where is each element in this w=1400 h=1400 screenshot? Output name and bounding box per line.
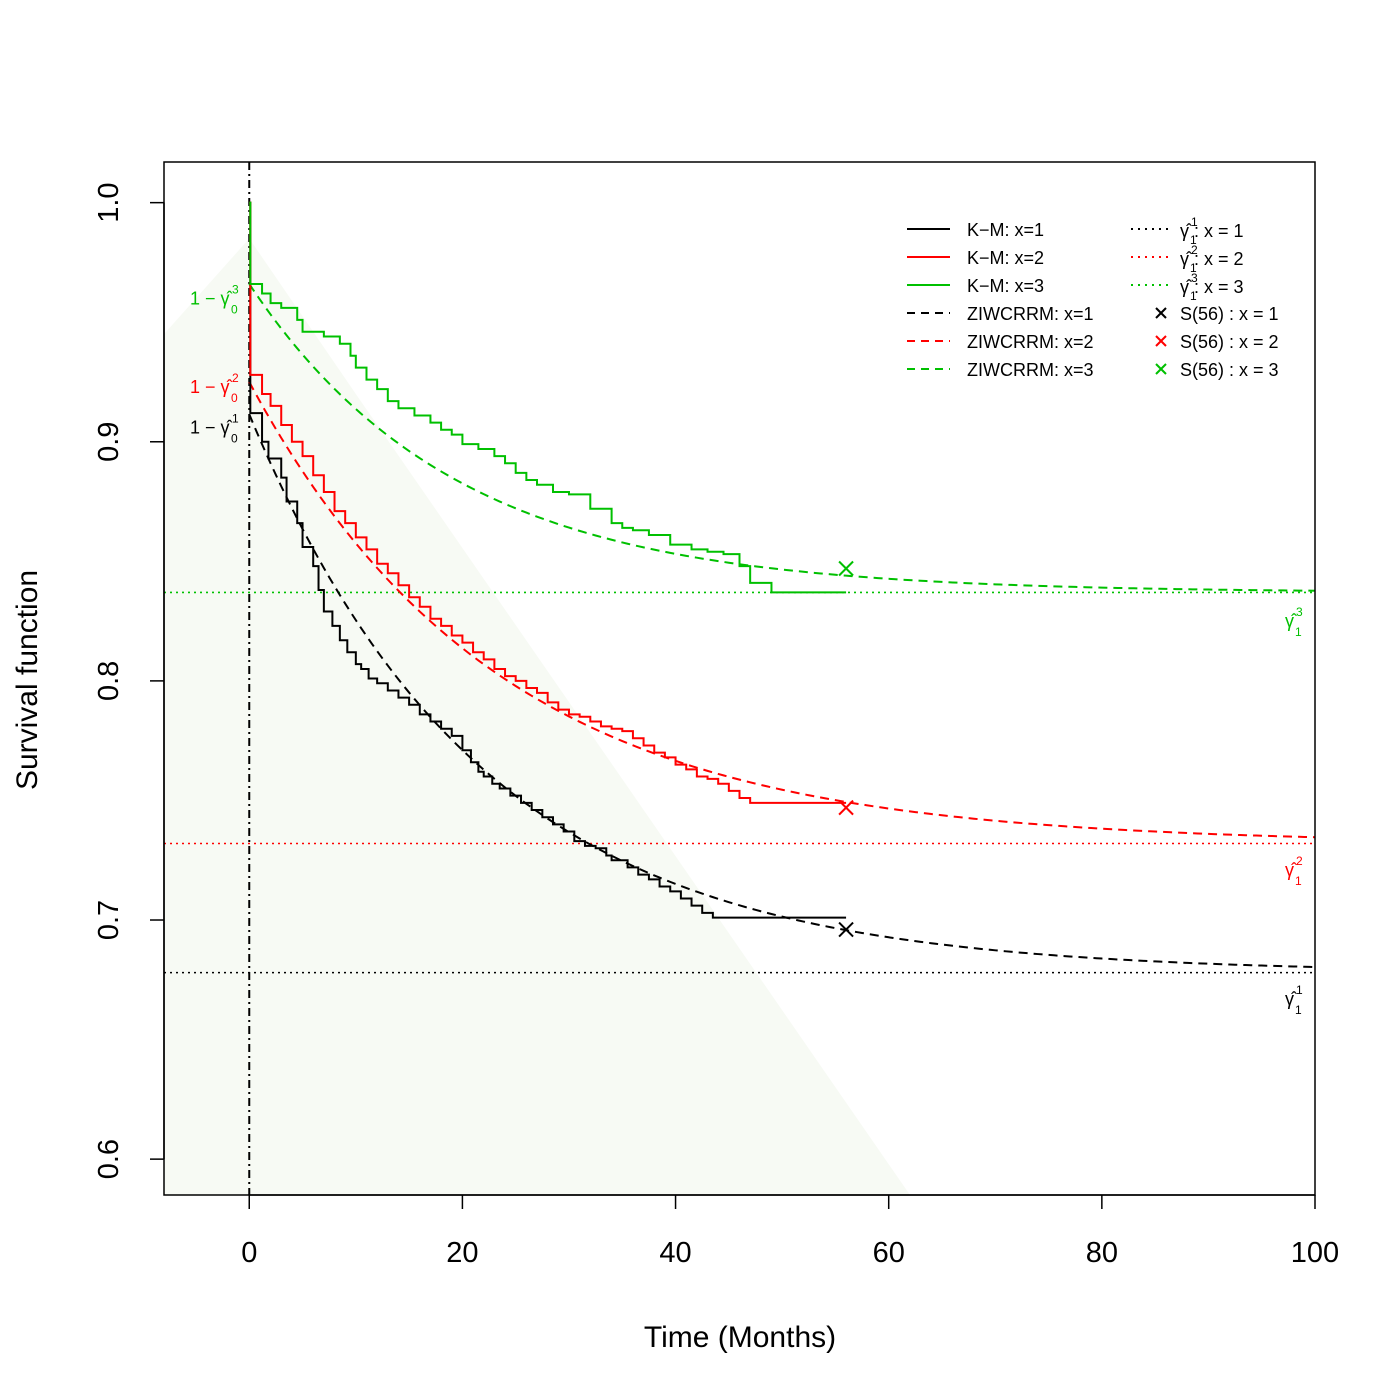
legend-label-sup: 2 [1191, 243, 1198, 257]
annotation-sup: 2 [232, 371, 239, 385]
legend-label: S(56) : x = 2 [1180, 332, 1279, 352]
legend-item-left-5: ZIWCRRM: x=2 [907, 332, 1094, 352]
y-tick-label: 1.0 [93, 182, 125, 222]
model-curve-2 [248, 381, 1315, 839]
annotation-prefix: 1 − [190, 417, 221, 437]
legend-cross [1155, 307, 1167, 319]
legend-label: γ̂ : x = 2 [1180, 249, 1244, 269]
legend-label: γ̂ : x = 3 [1180, 277, 1244, 297]
legend-item-left-3: K−M: x=3 [907, 276, 1044, 296]
s56-points-layer [838, 560, 854, 938]
legend-cross [1155, 363, 1167, 375]
annotation-sub: 0 [231, 302, 238, 316]
s56-marker-stroke [838, 560, 854, 577]
legend-cross [1155, 335, 1167, 347]
legend-item-right-5: S(56) : x = 2 [1155, 332, 1279, 352]
x-tick-label: 20 [446, 1237, 478, 1269]
annotation-prefix: 1 − [190, 377, 221, 397]
legend-label: ZIWCRRM: x=2 [967, 332, 1094, 352]
annotation-sup: 3 [232, 282, 239, 296]
legend-label: K−M: x=2 [967, 248, 1044, 268]
annotation-text: 1 − γ̂ [190, 377, 233, 397]
background-band-layer [164, 238, 911, 1195]
annotation-sub: 0 [231, 431, 238, 445]
km-curves-layer [249, 201, 847, 919]
y-tick-label: 0.8 [93, 661, 125, 701]
legend: K−M: x=1 K−M: x=2 K−M: x=3 ZIWCRRM: x=1 ZIWC… [907, 215, 1279, 380]
legend-label: ZIWCRRM: x=1 [967, 304, 1094, 324]
annotation-text: 1 − γ̂ [190, 417, 233, 437]
legend-item-right-4: S(56) : x = 1 [1155, 304, 1279, 324]
legend-label-sup: 1 [1191, 215, 1198, 229]
x-axis-title: Time (Months) [644, 1321, 836, 1354]
legend-label-sub: 1 [1190, 233, 1197, 247]
legend-item-left-2: K−M: x=2 [907, 248, 1044, 268]
x-tick-label: 60 [873, 1237, 905, 1269]
y-tick-label: 0.7 [93, 900, 125, 940]
km-curve-1 [249, 201, 847, 919]
annotation-sup: 3 [1296, 605, 1303, 619]
legend-item-right-3: γ̂ : x = 33 1 [1131, 271, 1244, 303]
s56-marker-stroke [838, 799, 854, 816]
legend-label: K−M: x=3 [967, 276, 1044, 296]
legend-label: γ̂ : x = 1 [1180, 221, 1244, 241]
s56-marker-3 [838, 560, 854, 577]
legend-label: ZIWCRRM: x=3 [967, 360, 1094, 380]
x-tick-label: 100 [1291, 1237, 1339, 1269]
legend-label: K−M: x=1 [967, 220, 1044, 240]
annotation-sub: 1 [1295, 1003, 1302, 1017]
reference-lines-layer [164, 162, 1315, 1195]
annotation-sup: 1 [1296, 983, 1303, 997]
y-tick-label: 0.9 [93, 422, 125, 462]
s56-marker-1 [838, 921, 854, 938]
legend-item-left-6: ZIWCRRM: x=3 [907, 360, 1094, 380]
x-tick-label: 80 [1086, 1237, 1118, 1269]
y-axis-title: Survival function [11, 570, 44, 790]
legend-label-sup: 3 [1191, 271, 1198, 285]
legend-item-right-2: γ̂ : x = 22 1 [1131, 243, 1244, 275]
legend-label: S(56) : x = 3 [1180, 360, 1279, 380]
x-tick-label: 0 [241, 1237, 257, 1269]
x-tick-label: 40 [659, 1237, 691, 1269]
annotation-sub: 0 [231, 391, 238, 405]
legend-label-sub: 1 [1190, 261, 1197, 275]
legend-item-left-4: ZIWCRRM: x=1 [907, 304, 1094, 324]
annotation-sup: 2 [1296, 854, 1303, 868]
annotation-sub: 1 [1295, 874, 1302, 888]
legend-label-sub: 1 [1190, 289, 1197, 303]
background-band [164, 238, 911, 1195]
legend-item-right-1: γ̂ : x = 11 1 [1131, 215, 1244, 247]
legend-label: S(56) : x = 1 [1180, 304, 1279, 324]
annotation-sub: 1 [1295, 625, 1302, 639]
y-tick-label: 0.6 [93, 1139, 125, 1179]
km-curve-2 [249, 201, 847, 804]
annotation-prefix: 1 − [190, 288, 221, 308]
s56-marker-2 [838, 799, 854, 816]
annotation-sup: 1 [232, 411, 239, 425]
legend-item-left-1: K−M: x=1 [907, 220, 1044, 240]
s56-marker-stroke [838, 921, 854, 938]
km-curve-3 [249, 201, 847, 594]
annotation-text: 1 − γ̂ [190, 288, 233, 308]
legend-item-right-6: S(56) : x = 3 [1155, 360, 1279, 380]
